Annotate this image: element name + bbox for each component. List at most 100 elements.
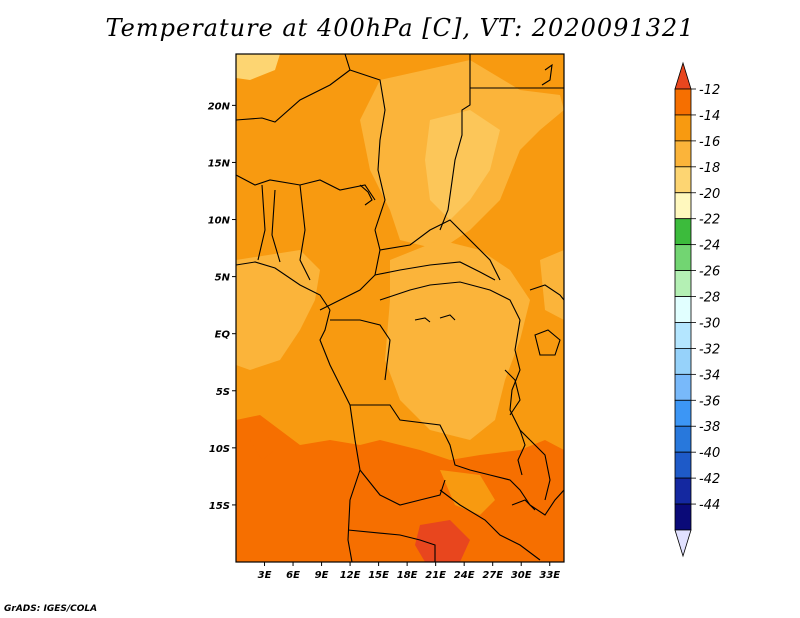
coast-gabon	[319, 309, 351, 406]
colorbar-swatch	[674, 140, 692, 168]
colorbar-swatch	[674, 88, 692, 116]
colorbar-swatch	[674, 270, 692, 297]
lake-tanganyika	[504, 369, 521, 416]
lake-chad	[359, 184, 373, 206]
map-frame	[235, 53, 565, 563]
coast-gulf-guinea	[236, 261, 331, 311]
colorbar-swatch	[674, 218, 692, 246]
coast-angola	[347, 404, 361, 562]
colorbar-swatch	[674, 503, 692, 531]
colorbar-label: -42	[699, 472, 720, 487]
border-namibia	[347, 529, 436, 562]
colorbar-label: -34	[699, 368, 720, 383]
grads-credit: GrADS: IGES/COLA	[4, 604, 98, 614]
lon-tick-label: 18E	[397, 570, 418, 581]
field-patch-zambia	[440, 470, 495, 515]
border-egypt-sudan	[439, 54, 471, 231]
colorbar-swatch	[674, 399, 692, 427]
border-car-drc	[374, 261, 496, 281]
border-drc-north	[379, 281, 521, 321]
colorbar-label: -30	[699, 316, 720, 331]
colorbar-swatch	[674, 373, 692, 401]
colorbar-label: -28	[699, 291, 720, 306]
lon-tick-label: 9E	[315, 570, 329, 581]
field-congo-basin	[385, 240, 530, 440]
field-patch-northwest	[236, 54, 280, 80]
lon-tick-label: 12E	[340, 570, 361, 581]
colorbar-label: -24	[699, 239, 720, 254]
colorbar-swatch	[674, 166, 692, 194]
border-zambia-zimbabwe	[439, 489, 541, 561]
coast-red-sea	[541, 63, 553, 86]
border-congo	[330, 319, 391, 381]
lat-tick-label: 10N	[208, 216, 231, 227]
colorbar: -12 -14 -16 -18 -20 -22 -24 -26 -28 -30 -32 -34 -36 -…	[674, 61, 720, 558]
border-uganda	[529, 284, 564, 301]
colorbar-top-arrow	[674, 61, 692, 90]
field-patch-sudan	[425, 110, 500, 220]
map-title: Temperature at 400hPa [C], VT: 202009132…	[105, 14, 695, 42]
lon-tick-label: 6E	[286, 570, 300, 581]
colorbar-swatch	[674, 322, 692, 349]
border-chad-car	[319, 229, 381, 311]
colorbar-swatch	[674, 451, 692, 479]
colorbar-swatch	[674, 477, 692, 505]
colorbar-label: -12	[699, 83, 720, 98]
lat-tick-label: EQ	[215, 330, 231, 341]
border-west-b	[271, 189, 281, 263]
border-angola-south	[359, 469, 446, 506]
colorbar-label: -22	[699, 213, 720, 228]
border-west-a	[257, 184, 266, 261]
country-borders	[236, 54, 564, 562]
colorbar-swatch	[674, 192, 692, 220]
border-libya-chad	[349, 69, 386, 231]
temperature-field	[236, 54, 564, 562]
colorbar-swatch	[674, 296, 692, 323]
lon-tick-label: 15E	[368, 570, 389, 581]
lake-victoria	[534, 329, 561, 356]
border-nigeria	[299, 184, 311, 281]
lon-tick-label: 3E	[258, 570, 272, 581]
field-east-edge	[540, 250, 564, 320]
latitude-axis: 20N 15N 10N 5N EQ 5S 10S 15S	[208, 101, 236, 512]
border-sudan-south	[379, 219, 501, 281]
lake-kariba	[511, 499, 536, 511]
colorbar-label: -20	[699, 187, 720, 202]
field-west-coast	[236, 250, 320, 370]
lat-tick-label: 5S	[216, 387, 230, 398]
field-south-hot	[415, 520, 470, 562]
longitude-axis: 3E 6E 9E 12E 15E 18E 21E 24E 27E 30E 33E	[258, 562, 560, 581]
colorbar-label: -14	[699, 109, 720, 124]
colorbar-label: -26	[699, 265, 720, 280]
lon-tick-label: 21E	[425, 570, 446, 581]
river-congo-a	[414, 317, 431, 323]
colorbar-swatch	[674, 114, 692, 142]
lat-tick-label: 15N	[208, 158, 231, 169]
colorbar-label: -32	[699, 342, 720, 357]
lat-tick-label: 20N	[208, 101, 231, 112]
lat-tick-label: 10S	[209, 444, 230, 455]
lon-tick-label: 33E	[539, 570, 560, 581]
river-congo-b	[439, 314, 456, 321]
colorbar-bottom-arrow	[674, 529, 692, 558]
lat-tick-label: 15S	[209, 501, 230, 512]
colorbar-label: -18	[699, 161, 720, 176]
colorbar-label: -16	[699, 135, 720, 150]
field-south-warm	[236, 415, 564, 562]
colorbar-swatch	[674, 348, 692, 375]
colorbar-label: -38	[699, 420, 720, 435]
colorbar-swatch	[674, 244, 692, 271]
border-malawi	[529, 439, 551, 501]
border-angola	[350, 404, 491, 476]
colorbar-label: -36	[699, 394, 720, 409]
lon-tick-label: 24E	[454, 570, 475, 581]
field-patch-atlantic	[250, 430, 275, 460]
colorbar-label: -44	[699, 498, 720, 513]
lat-tick-label: 5N	[215, 273, 231, 284]
lon-tick-label: 27E	[482, 570, 503, 581]
lon-tick-label: 30E	[511, 570, 532, 581]
lake-malawi	[517, 429, 526, 476]
colorbar-label: -40	[699, 446, 720, 461]
colorbar-swatch	[674, 425, 692, 453]
